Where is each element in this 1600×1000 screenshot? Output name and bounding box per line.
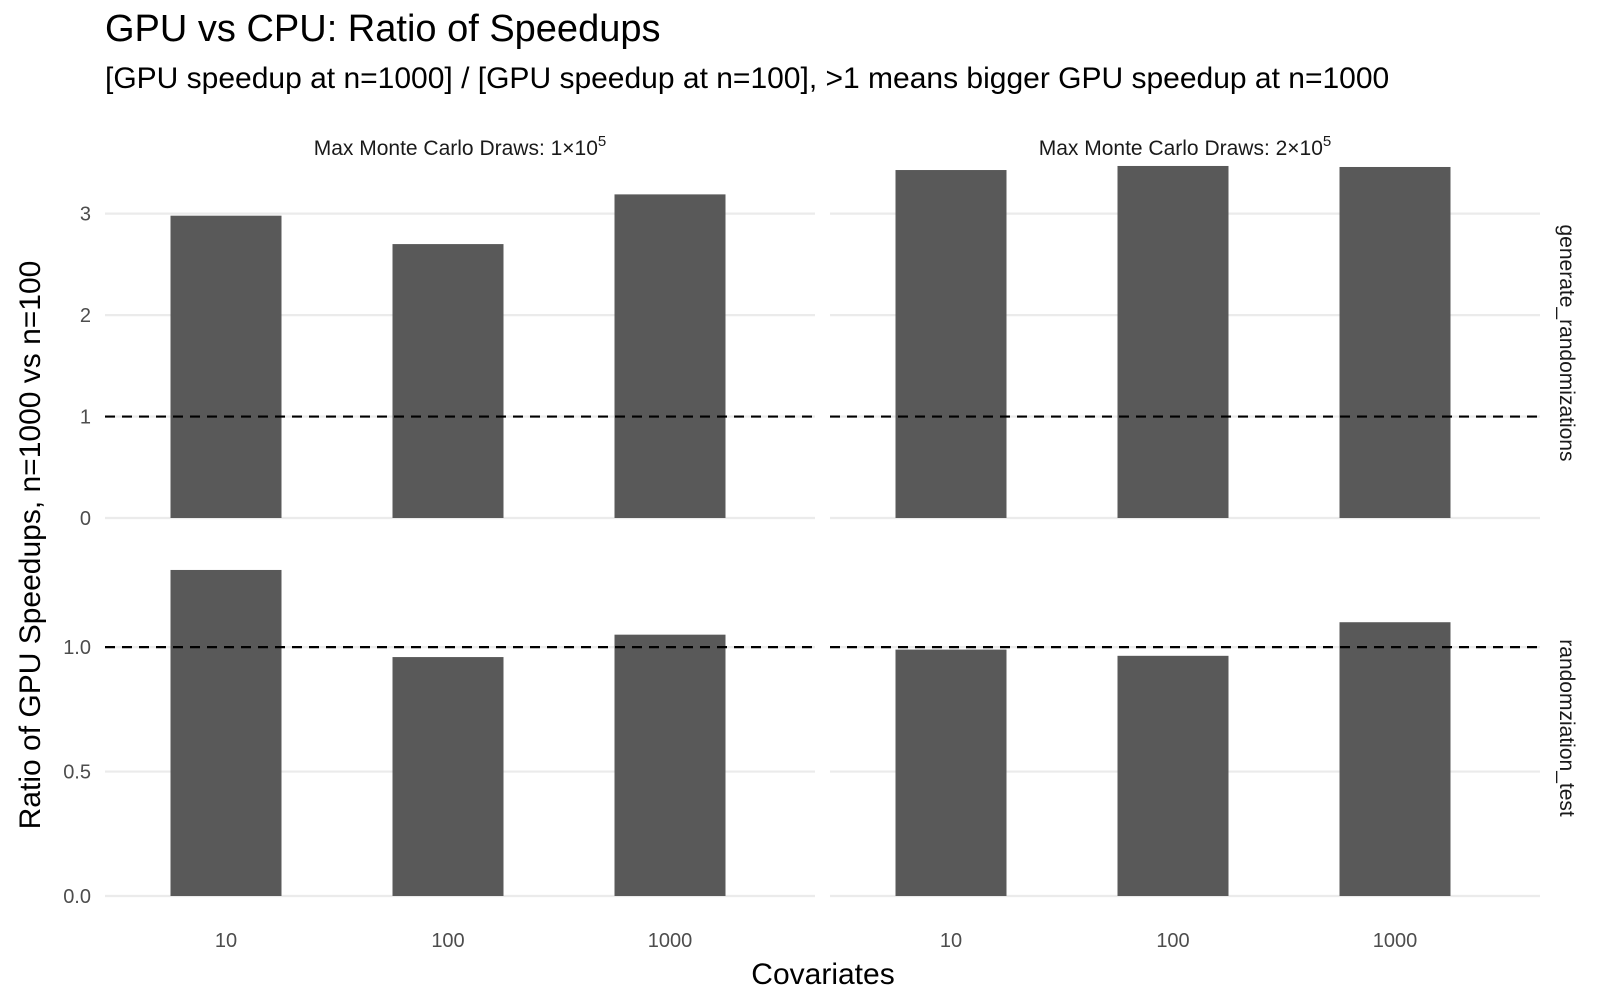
x-axis-title: Covariates: [751, 958, 894, 991]
x-tick-label: 10: [215, 930, 237, 952]
y-tick-label: 1.0: [63, 637, 91, 659]
column-strip-label: Max Monte Carlo Draws: 1×105: [314, 133, 607, 160]
bar: [1339, 622, 1451, 896]
bar: [614, 634, 726, 896]
strip-prefix: Max Monte Carlo Draws: 1×10: [314, 137, 598, 160]
x-tick-label: 1000: [1373, 930, 1418, 952]
facet-strips: generate_randomizations randomziation_tes…: [314, 133, 1578, 817]
y-axis-title: Ratio of GPU Speedups, n=1000 vs n=100: [14, 261, 47, 830]
bar: [614, 194, 726, 518]
bar: [1117, 165, 1229, 518]
row-strip-label: generate_randomizations: [1555, 225, 1578, 462]
y-tick-label: 0.5: [63, 762, 91, 784]
strip-exponent: 5: [598, 133, 606, 150]
bar: [392, 244, 504, 518]
y-tick-labels: 0 1 2 3 0.0 0.5 1.0: [63, 204, 91, 908]
x-tick-label: 1000: [648, 930, 693, 952]
bar: [895, 170, 1007, 518]
bar: [170, 215, 282, 518]
x-tick-label: 100: [431, 930, 464, 952]
bar: [170, 569, 282, 896]
y-tick-label: 0.0: [63, 886, 91, 908]
bar: [895, 649, 1007, 896]
row-strip-label: randomziation_test: [1555, 639, 1578, 817]
strip-exponent: 5: [1323, 133, 1331, 150]
strip-prefix: Max Monte Carlo Draws: 2×10: [1039, 137, 1323, 160]
bars: [170, 165, 1451, 896]
x-tick-labels: 10 100 1000 10 100 1000: [215, 930, 1417, 952]
y-tick-label: 2: [80, 305, 91, 327]
chart-subtitle: [GPU speedup at n=1000] / [GPU speedup a…: [105, 62, 1390, 95]
bar: [1117, 655, 1229, 896]
y-tick-label: 3: [80, 204, 91, 226]
y-tick-label: 0: [80, 508, 91, 530]
reference-lines: [105, 415, 1540, 649]
gridlines: [105, 212, 1540, 898]
x-tick-label: 100: [1156, 930, 1189, 952]
y-tick-label: 1: [80, 407, 91, 429]
chart-title: GPU vs CPU: Ratio of Speedups: [105, 8, 661, 50]
bar: [392, 657, 504, 896]
column-strip-label: Max Monte Carlo Draws: 2×105: [1039, 133, 1332, 160]
bar: [1339, 166, 1451, 518]
x-tick-label: 10: [940, 930, 962, 952]
